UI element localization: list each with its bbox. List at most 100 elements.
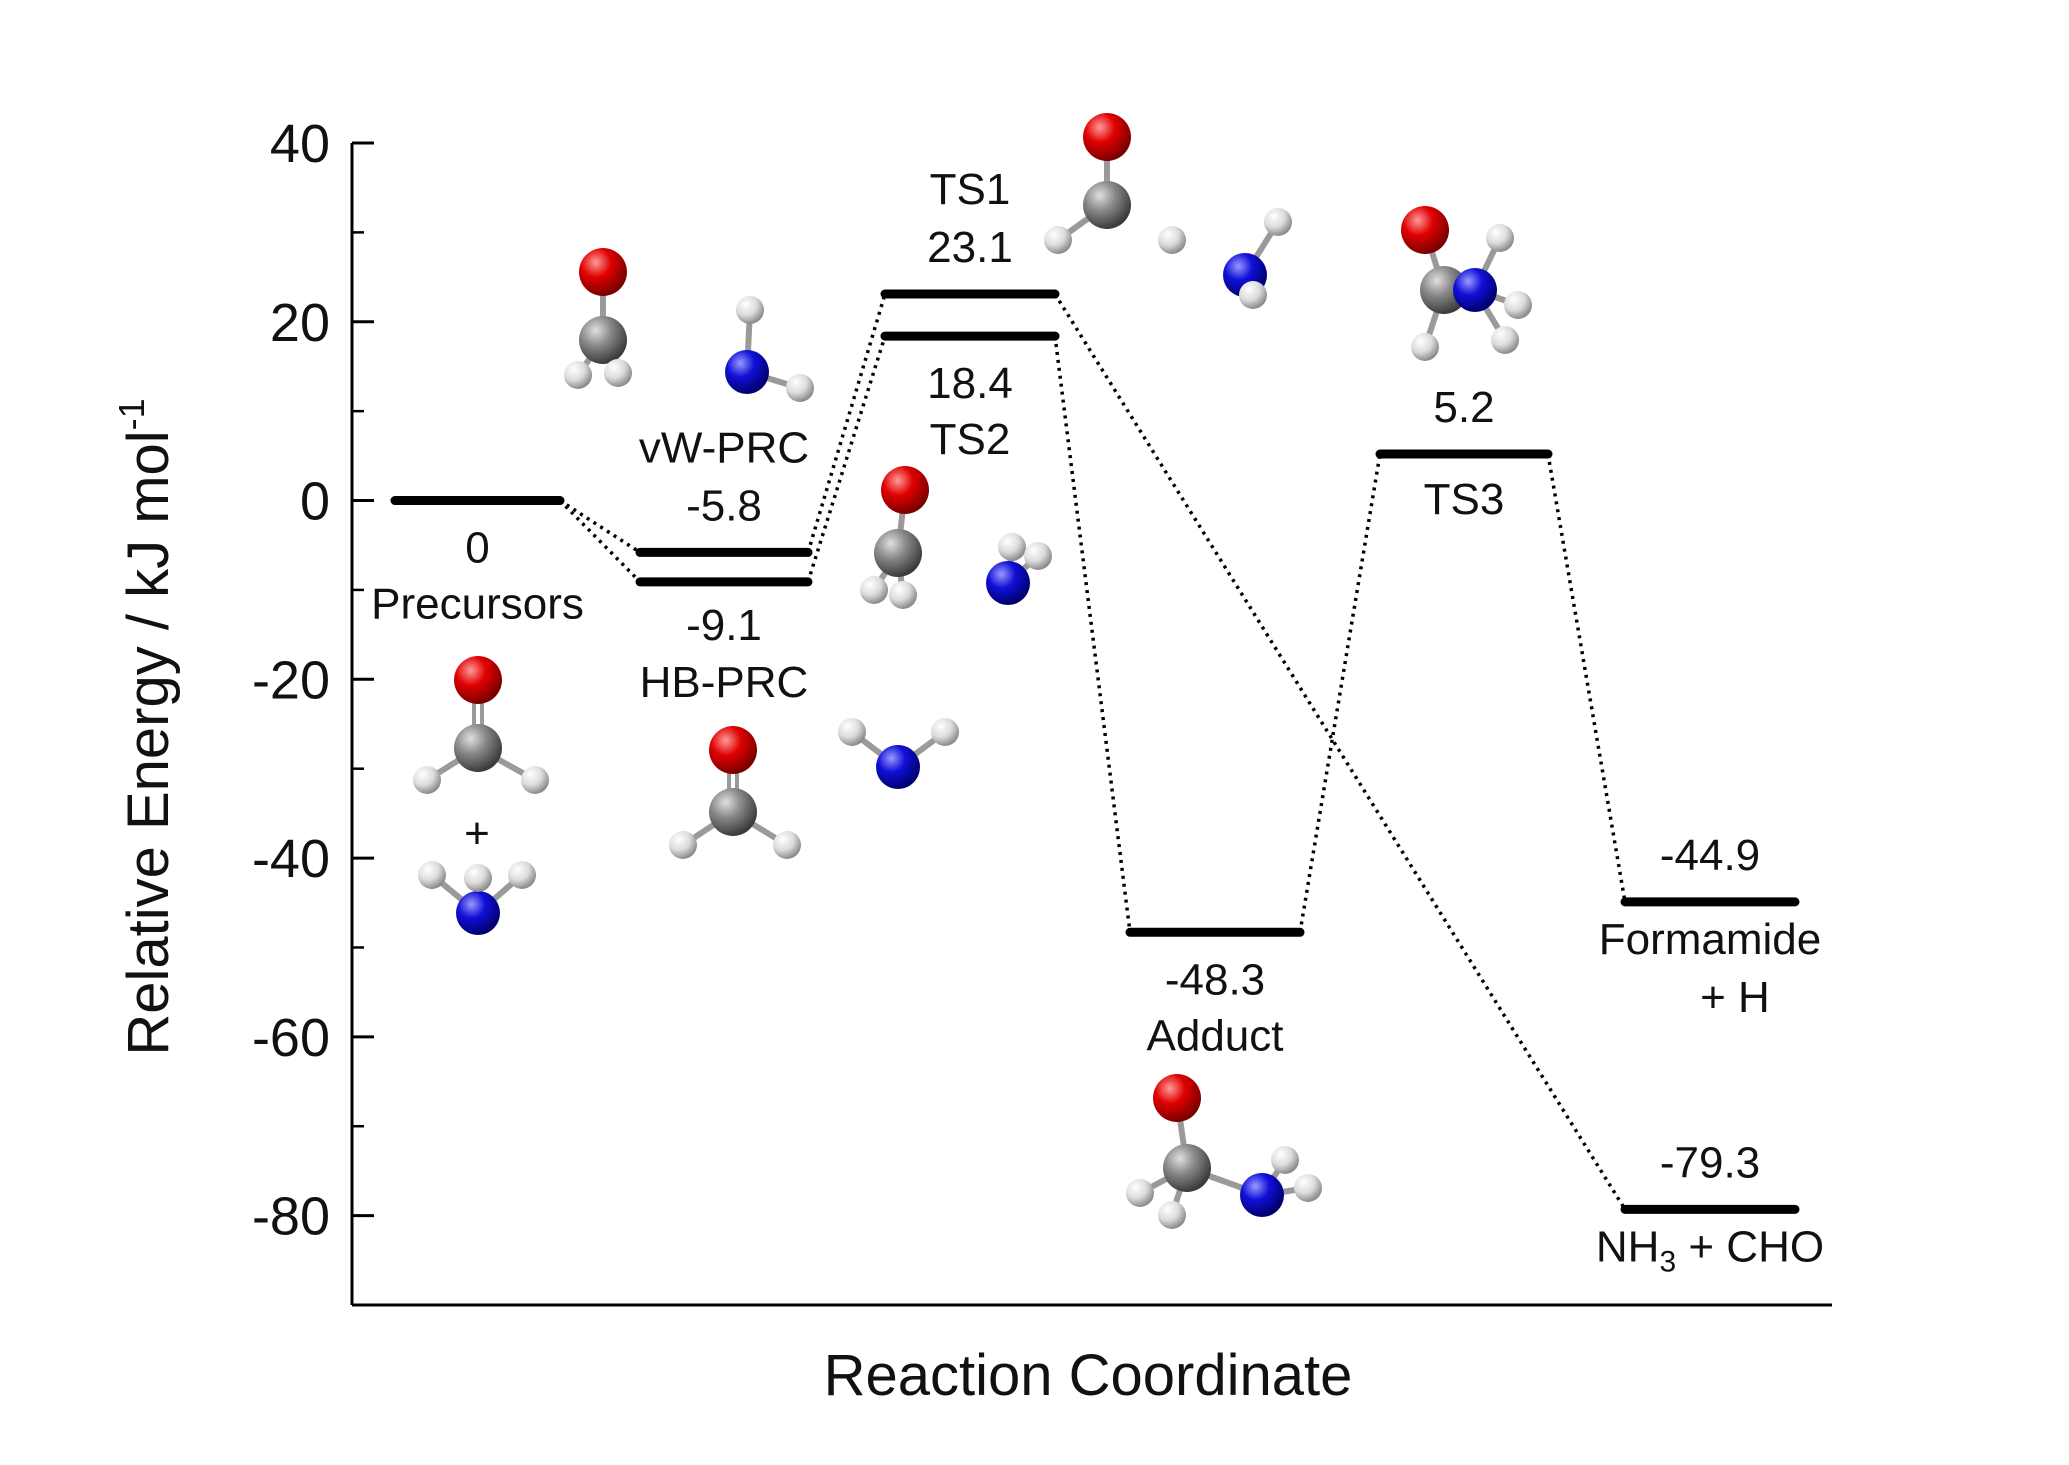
molecule-illustrations (413, 113, 1532, 1229)
name-label-ts1: TS1 (930, 165, 1011, 214)
formaldehyde-ts2 (860, 466, 929, 609)
atom-C (709, 788, 757, 836)
atom-H (508, 861, 536, 889)
name-label-2-formamide: + H (1700, 973, 1770, 1022)
adduct-molecule (1126, 1074, 1322, 1229)
h-atom-ts1 (1158, 226, 1186, 254)
atom-N (725, 350, 769, 394)
atom-H (418, 861, 446, 889)
atom-H (998, 533, 1026, 561)
atom-H (1411, 333, 1439, 361)
name-label-hb-prc: HB-PRC (640, 658, 809, 707)
atom-O (1083, 113, 1131, 161)
atom-H (1024, 542, 1052, 570)
axes: 40 20 0 -20 -40 -60 -80 (252, 114, 1832, 1307)
formaldehyde-hb-prc (669, 726, 801, 859)
y-axis-label-text: Relative Energy / kJ mol (116, 430, 181, 1055)
atom-H (1491, 326, 1519, 354)
name-label-nh3-cho: NH3 + CHO (1596, 1222, 1824, 1278)
atom-H (860, 576, 888, 604)
atom-C (1083, 181, 1131, 229)
name-label-adduct: Adduct (1147, 1011, 1284, 1060)
ammonia-ts2 (986, 533, 1052, 605)
y-tick-label: 0 (300, 472, 330, 532)
value-label-formamide: -44.9 (1660, 831, 1760, 880)
connector-ts3-formamide (1546, 453, 1627, 903)
atom-O (454, 656, 502, 704)
connector-precursors-vw-prc (559, 499, 641, 554)
atom-C (454, 724, 502, 772)
value-label-adduct: -48.3 (1165, 955, 1265, 1004)
atom-H (564, 361, 592, 389)
atom-H (1504, 291, 1532, 319)
y-tick-label: -20 (252, 650, 330, 710)
atom-H (736, 296, 764, 324)
atom-H (669, 831, 697, 859)
value-label-ts3: 5.2 (1433, 383, 1494, 432)
y-tick-label: -40 (252, 829, 330, 889)
atom-C (874, 529, 922, 577)
connectors (558, 293, 1627, 1211)
ammonia-hb-prc (838, 718, 959, 789)
y-axis-label-superscript: -1 (111, 398, 152, 430)
formaldehyde-vw-prc (564, 248, 632, 389)
y-tick-label: 40 (270, 114, 330, 174)
atom-N (1240, 1173, 1284, 1217)
name-label-formamide: Formamide (1599, 915, 1822, 964)
formyl-ts1 (1044, 113, 1131, 254)
value-label-ts2: 18.4 (927, 359, 1013, 408)
x-axis-label: Reaction Coordinate (824, 1343, 1353, 1408)
name-label-vw-prc: vW-PRC (639, 423, 809, 472)
precursors-plus-sign: + (464, 809, 490, 858)
value-label-hb-prc: -9.1 (686, 601, 762, 650)
y-tick-label: -80 (252, 1187, 330, 1247)
connector-adduct-ts3 (1298, 453, 1382, 933)
atom-H (838, 718, 866, 746)
y-tick-label: -60 (252, 1008, 330, 1068)
atom-N (876, 745, 920, 789)
value-label-precursors: 0 (465, 524, 489, 573)
atom-N (986, 561, 1030, 605)
atom-H (1294, 1174, 1322, 1202)
atom-H (1239, 281, 1267, 309)
atom-O (709, 726, 757, 774)
atom-H (1158, 226, 1186, 254)
connector-hb-prc-ts2 (806, 335, 887, 583)
atom-O (1153, 1074, 1201, 1122)
atom-N (456, 891, 500, 935)
atom-H (1126, 1179, 1154, 1207)
name-label-ts3: TS3 (1424, 475, 1505, 524)
connector-ts2-adduct (1053, 335, 1132, 933)
ammonia-vw-prc (725, 296, 814, 402)
atom-O (881, 466, 929, 514)
atom-O (1401, 206, 1449, 254)
atom-H (521, 766, 549, 794)
atom-C (1420, 266, 1468, 314)
atom-H (786, 374, 814, 402)
connector-vw-prc-ts1 (806, 293, 887, 553)
atom-H (1158, 1201, 1186, 1229)
value-label-ts1: 23.1 (927, 223, 1013, 272)
atom-N (1453, 268, 1497, 312)
atom-H (604, 359, 632, 387)
name-label-precursors: Precursors (371, 580, 584, 629)
atom-H (1264, 208, 1292, 236)
connector-precursors-hb-prc (558, 499, 642, 584)
atom-H (1486, 224, 1514, 252)
atom-C (1163, 1144, 1211, 1192)
atom-C (579, 316, 627, 364)
value-label-vw-prc: -5.8 (686, 481, 762, 530)
name-label-ts2: TS2 (930, 415, 1011, 464)
level-labels: 0 Precursors -5.8 vW-PRC -9.1 HB-PRC 23.1 TS1 18… (371, 165, 1824, 1278)
atom-H (773, 831, 801, 859)
y-axis-label: Relative Energy / kJ mol-1 (111, 398, 181, 1055)
energy-levels (390, 289, 1800, 1214)
atom-H (889, 581, 917, 609)
ts3-complex (1401, 206, 1532, 361)
connector-ts1-nh3-cho (1053, 293, 1627, 1211)
ammonia-ts1 (1223, 208, 1292, 309)
value-label-nh3-cho: -79.3 (1660, 1138, 1760, 1187)
ammonia-precursors (418, 861, 536, 935)
formaldehyde-precursors (413, 656, 549, 794)
